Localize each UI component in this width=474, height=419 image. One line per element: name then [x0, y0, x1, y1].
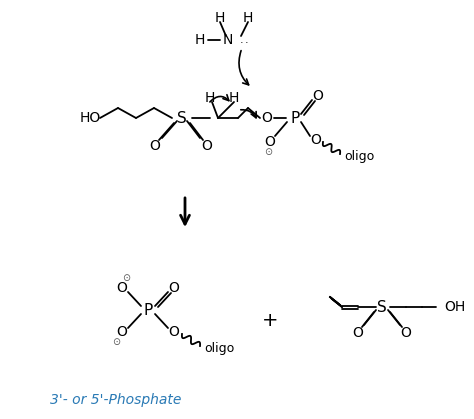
Text: O: O: [150, 139, 160, 153]
Text: P: P: [291, 111, 300, 126]
Text: ·: ·: [240, 38, 244, 48]
Text: OH: OH: [444, 300, 465, 314]
Text: O: O: [169, 281, 180, 295]
Text: O: O: [264, 135, 275, 149]
Text: O: O: [310, 133, 321, 147]
Text: ⊙: ⊙: [264, 147, 272, 157]
Text: ⊙: ⊙: [112, 337, 120, 347]
Text: oligo: oligo: [344, 150, 374, 163]
Text: O: O: [117, 281, 128, 295]
Text: O: O: [169, 325, 180, 339]
Text: ⊙: ⊙: [122, 273, 130, 283]
Text: O: O: [401, 326, 411, 340]
Text: O: O: [353, 326, 364, 340]
Text: H: H: [195, 33, 205, 47]
Text: ·: ·: [245, 38, 249, 48]
Text: 3'- or 5'-Phosphate: 3'- or 5'-Phosphate: [50, 393, 182, 407]
Text: H: H: [243, 11, 253, 25]
Text: N: N: [223, 33, 233, 47]
Text: P: P: [143, 303, 153, 318]
Text: H: H: [229, 91, 239, 105]
Text: S: S: [177, 111, 187, 126]
Text: H: H: [215, 11, 225, 25]
Text: O: O: [312, 89, 323, 103]
Text: O: O: [201, 139, 212, 153]
Text: O: O: [262, 111, 273, 125]
Text: H: H: [205, 91, 215, 105]
Text: O: O: [117, 325, 128, 339]
Text: S: S: [377, 300, 387, 315]
Text: +: +: [262, 310, 278, 329]
Text: oligo: oligo: [204, 341, 234, 354]
Text: HO: HO: [80, 111, 101, 125]
